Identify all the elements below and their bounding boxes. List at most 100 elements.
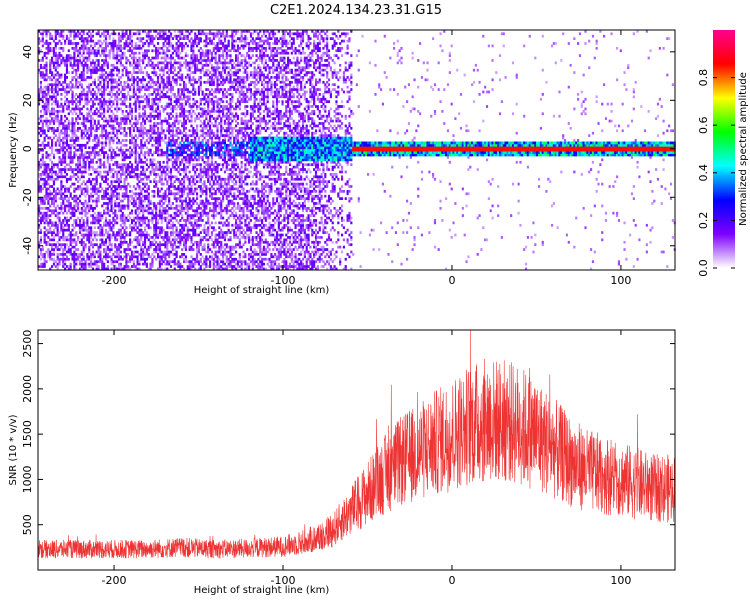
heatmap-cell — [45, 214, 48, 217]
heatmap-cell — [97, 88, 100, 91]
heatmap-cell — [169, 216, 173, 220]
heatmap-cell — [145, 32, 148, 36]
heatmap-cell — [104, 228, 108, 232]
heatmap-cell — [54, 223, 57, 227]
heatmap-cell — [39, 202, 43, 205]
heatmap-cell — [106, 73, 109, 77]
heatmap-cell — [132, 46, 135, 50]
heatmap-cell — [106, 156, 109, 159]
heatmap-cell — [93, 262, 96, 266]
heatmap-cell — [201, 134, 204, 137]
heatmap-cell — [43, 194, 46, 198]
heatmap-cell — [65, 180, 69, 184]
heatmap-cell — [99, 243, 102, 247]
heatmap-cell — [82, 117, 85, 120]
heatmap-cell — [197, 148, 200, 152]
heatmap-cell — [103, 63, 106, 67]
heatmap-cell — [195, 105, 199, 108]
heatmap-cell — [121, 267, 124, 271]
heatmap-cell — [41, 143, 44, 147]
heatmap-cell — [136, 30, 139, 33]
heatmap-cell — [88, 54, 91, 57]
heatmap-cell — [90, 122, 93, 125]
heatmap-cell — [123, 214, 126, 217]
heatmap-cell — [125, 231, 128, 234]
heatmap-cell — [136, 209, 139, 213]
heatmap-cell — [110, 180, 113, 184]
heatmap-cell — [179, 267, 182, 271]
heatmap-cell — [117, 44, 121, 48]
heatmap-cell — [65, 105, 69, 108]
heatmap-cell — [80, 192, 83, 196]
heatmap-cell — [84, 214, 87, 217]
heatmap-cell — [132, 61, 135, 65]
heatmap-cell — [39, 39, 43, 43]
heatmap-cell — [201, 248, 204, 251]
heatmap-cell — [134, 216, 137, 220]
heatmap-cell — [43, 143, 46, 147]
heatmap-cell — [158, 136, 161, 140]
heatmap-cell — [104, 37, 108, 40]
heatmap-cell — [140, 85, 143, 89]
heatmap-cell — [39, 262, 43, 266]
heatmap-cell — [151, 97, 154, 101]
heatmap-cell — [199, 260, 202, 264]
heatmap-cell — [51, 197, 54, 200]
heatmap-cell — [78, 226, 82, 230]
heatmap-cell — [51, 170, 54, 174]
heatmap-cell — [106, 158, 109, 162]
heatmap-cell — [190, 156, 193, 159]
heatmap-cell — [177, 100, 180, 104]
heatmap-cell — [175, 168, 178, 171]
heatmap-cell — [169, 170, 173, 174]
heatmap-cell — [147, 37, 150, 40]
heatmap-cell — [168, 141, 171, 145]
heatmap-cell — [175, 51, 178, 55]
heatmap-cell — [138, 112, 141, 116]
heatmap-cell — [168, 187, 171, 191]
heatmap-cell — [75, 139, 78, 142]
heatmap-cell — [49, 226, 52, 230]
heatmap-cell — [104, 257, 108, 261]
heatmap-cell — [62, 61, 65, 65]
heatmap-cell — [158, 240, 161, 244]
heatmap-cell — [155, 226, 158, 230]
heatmap-cell — [84, 124, 87, 128]
heatmap-cell — [192, 158, 195, 162]
heatmap-cell — [156, 63, 160, 67]
heatmap-cell — [97, 119, 100, 123]
heatmap-cell — [173, 134, 176, 137]
heatmap-cell — [75, 243, 78, 247]
heatmap-cell — [69, 206, 72, 210]
heatmap-cell — [60, 209, 63, 213]
heatmap-cell — [201, 202, 204, 205]
heatmap-cell — [60, 197, 63, 200]
heatmap-cell — [134, 158, 137, 162]
heatmap-cell — [108, 34, 111, 38]
heatmap-cell — [147, 204, 150, 208]
heatmap-cell — [156, 112, 160, 116]
heatmap-cell — [181, 112, 184, 116]
heatmap-cell — [140, 233, 143, 237]
heatmap-cell — [140, 209, 143, 213]
heatmap-cell — [73, 233, 76, 237]
heatmap-cell — [197, 260, 200, 264]
heatmap-cell — [166, 63, 169, 67]
heatmap-cell — [192, 231, 195, 234]
heatmap-cell — [175, 250, 178, 254]
heatmap-cell — [60, 117, 63, 120]
heatmap-cell — [112, 168, 115, 171]
heatmap-cell — [43, 236, 46, 239]
heatmap-cell — [86, 100, 89, 104]
heatmap-cell — [116, 260, 119, 264]
heatmap-cell — [56, 59, 59, 62]
heatmap-cell — [60, 202, 63, 205]
heatmap-cell — [108, 141, 111, 145]
heatmap-cell — [203, 211, 206, 215]
heatmap-cell — [149, 59, 152, 62]
heatmap-cell — [65, 117, 69, 120]
heatmap-cell — [101, 129, 104, 133]
heatmap-cell — [205, 110, 208, 113]
heatmap-cell — [104, 202, 108, 205]
heatmap-cell — [182, 226, 186, 230]
